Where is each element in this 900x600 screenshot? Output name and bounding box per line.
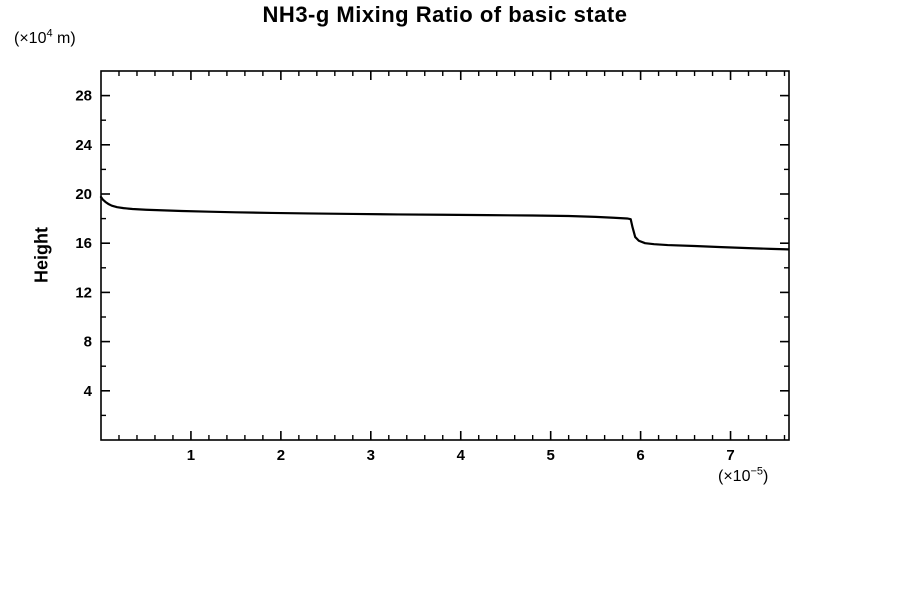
x-axis-unit-label: (×10−5) — [718, 465, 769, 486]
x-unit-prefix: (×10 — [718, 468, 751, 485]
data-line — [99, 195, 790, 251]
y-tick-label: 16 — [75, 235, 92, 252]
x-unit-suffix: ) — [763, 468, 769, 485]
y-unit-prefix: (×10 — [14, 30, 47, 47]
chart-title: NH3-g Mixing Ratio of basic state — [262, 2, 628, 27]
x-tick-label: 5 — [547, 447, 555, 464]
y-tick-label: 20 — [75, 186, 92, 203]
y-axis-unit-label: (×104 m) — [14, 27, 76, 48]
x-tick-label: 4 — [457, 447, 466, 464]
x-unit-exponent: −5 — [750, 465, 764, 478]
y-tick-label: 4 — [84, 383, 93, 400]
y-unit-suffix: m) — [52, 30, 76, 47]
plot-frame — [100, 70, 790, 441]
x-tick-label: 2 — [277, 447, 285, 464]
x-tick-label: 3 — [367, 447, 375, 464]
y-tick-label: 12 — [75, 284, 92, 301]
y-unit-exponent: 4 — [46, 27, 53, 40]
x-tick-label: 1 — [187, 447, 195, 464]
y-tick-label: 24 — [75, 137, 92, 154]
x-tick-label: 7 — [726, 447, 734, 464]
y-tick-label: 8 — [84, 334, 92, 351]
y-tick-label: 28 — [75, 88, 92, 105]
x-tick-label: 6 — [636, 447, 644, 464]
